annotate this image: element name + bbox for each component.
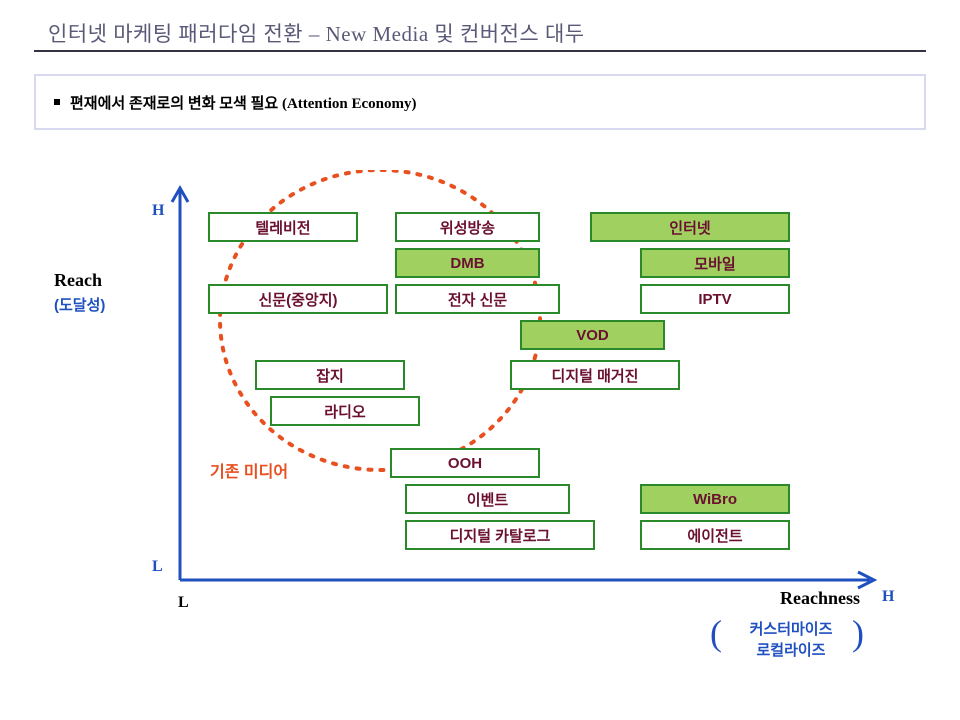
paren-left: ( <box>710 612 722 654</box>
circle-label: 기존 미디어 <box>210 458 288 482</box>
y-axis-sublabel: (도달성) <box>54 294 105 315</box>
x-sublabel-line1: 커스터마이즈 <box>750 621 833 638</box>
x-axis-label: Reachness <box>780 588 860 609</box>
media-box: 전자 신문 <box>395 284 560 314</box>
axes-svg <box>100 170 900 650</box>
media-box: 텔레비전 <box>208 212 358 242</box>
subtitle-text: 편재에서 존재로의 변화 모색 필요 (Attention Economy) <box>70 92 417 113</box>
media-box: 에이전트 <box>640 520 790 550</box>
media-box: 신문(중앙지) <box>208 284 388 314</box>
media-box: 라디오 <box>270 396 420 426</box>
y-axis-label: Reach <box>54 270 102 291</box>
x-axis-high: H <box>882 588 894 606</box>
paren-right: ) <box>852 612 864 654</box>
media-box: 위성방송 <box>395 212 540 242</box>
media-box: DMB <box>395 248 540 278</box>
media-box: 인터넷 <box>590 212 790 242</box>
title-underline <box>34 50 926 52</box>
media-box: 모바일 <box>640 248 790 278</box>
media-box: 잡지 <box>255 360 405 390</box>
media-box: OOH <box>390 448 540 478</box>
x-axis-low: L <box>178 594 189 612</box>
media-box: WiBro <box>640 484 790 514</box>
subtitle-box: 편재에서 존재로의 변화 모색 필요 (Attention Economy) <box>34 74 926 130</box>
y-axis-low: L <box>152 558 163 576</box>
media-box: VOD <box>520 320 665 350</box>
x-axis-sublabel: 커스터마이즈 로컬라이즈 <box>736 618 846 660</box>
bullet-icon <box>54 99 60 105</box>
y-axis-high: H <box>152 202 164 220</box>
media-box: 디지털 카탈로그 <box>405 520 595 550</box>
x-sublabel-line2: 로컬라이즈 <box>756 642 825 659</box>
media-box: 이벤트 <box>405 484 570 514</box>
chart-area: H L Reach (도달성) L H Reachness ( 커스터마이즈 로… <box>100 170 900 650</box>
media-box: IPTV <box>640 284 790 314</box>
media-box: 디지털 매거진 <box>510 360 680 390</box>
page-title: 인터넷 마케팅 패러다임 전환 – New Media 및 컨버전스 대두 <box>48 18 585 48</box>
